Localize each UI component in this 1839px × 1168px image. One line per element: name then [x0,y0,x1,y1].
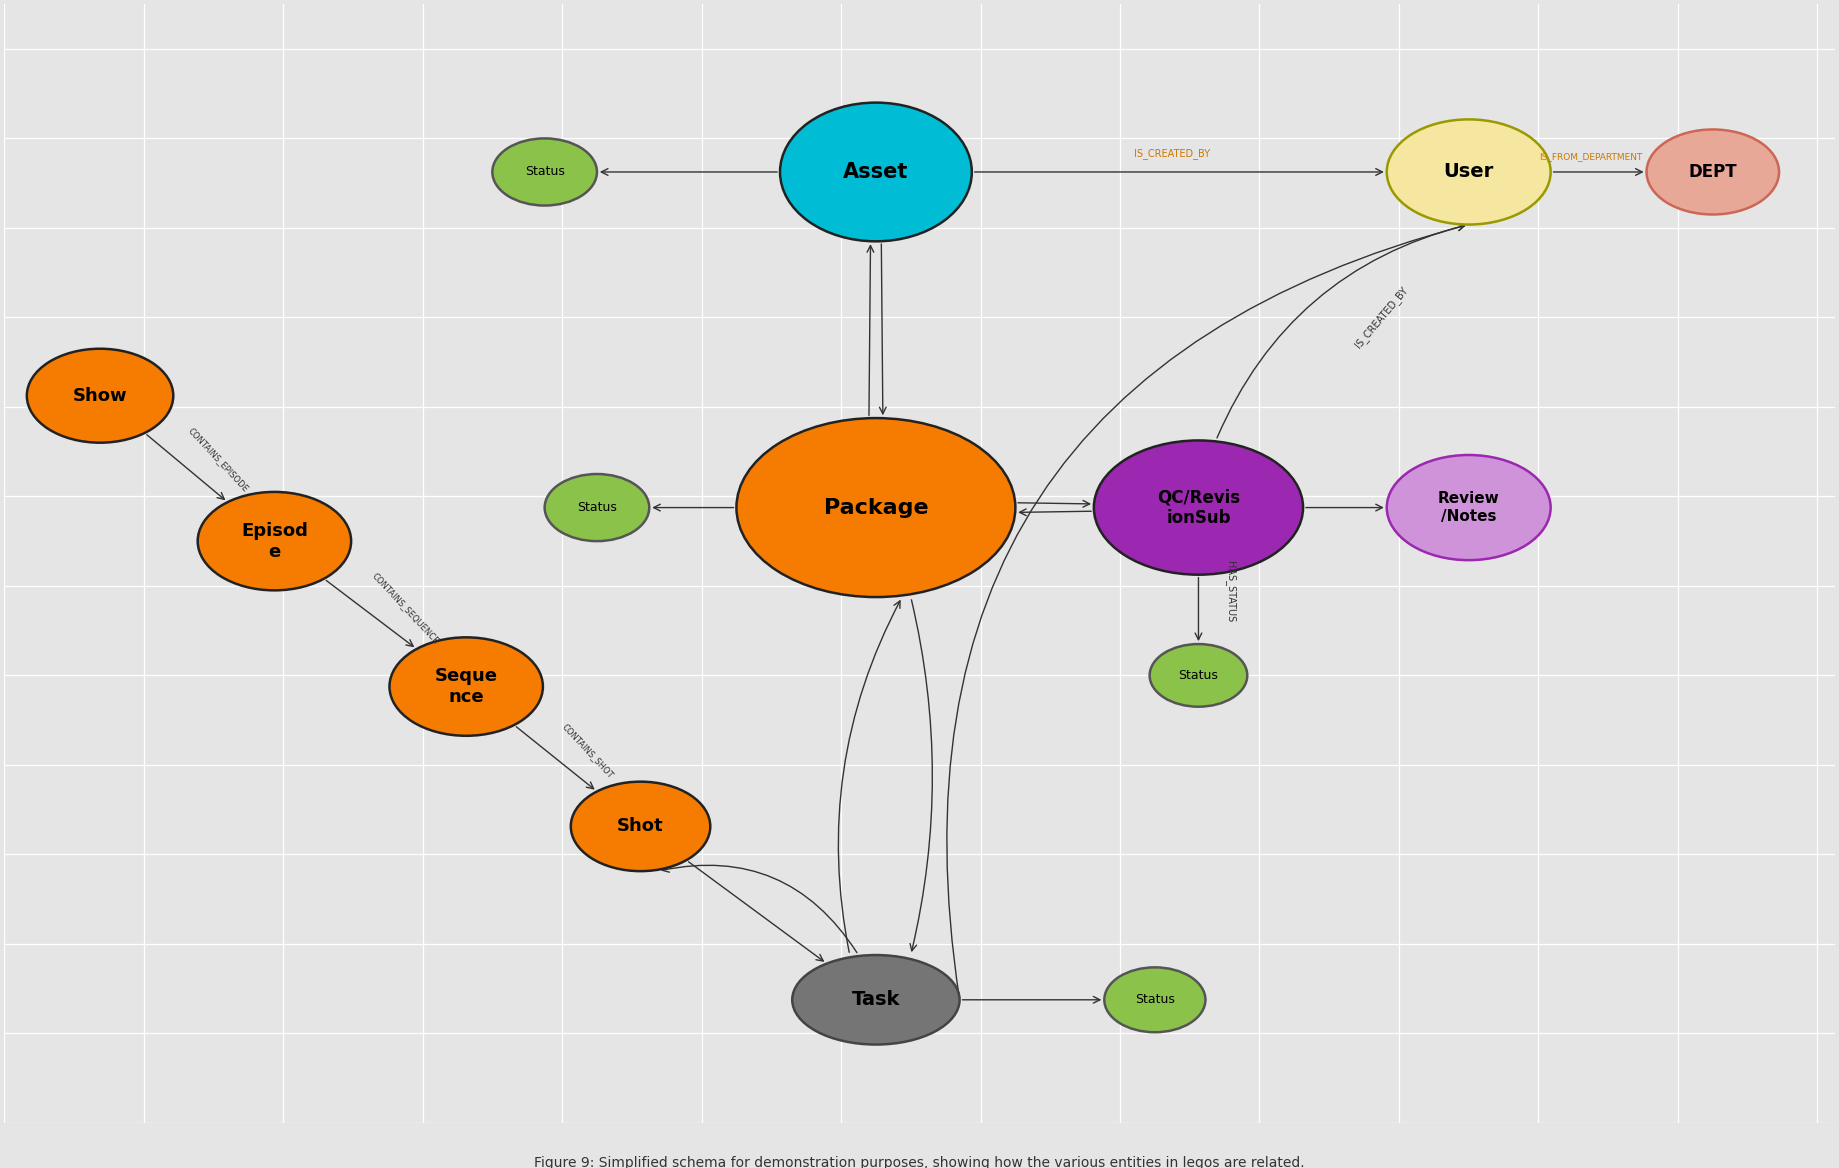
FancyArrowPatch shape [866,245,874,416]
Ellipse shape [1103,967,1205,1033]
Text: Show: Show [74,387,127,404]
FancyArrowPatch shape [688,862,824,961]
Text: Asset: Asset [844,162,908,182]
Text: IS_FROM_DEPARTMENT: IS_FROM_DEPARTMENT [1539,152,1642,161]
FancyArrowPatch shape [601,168,778,175]
Text: Status: Status [577,501,616,514]
FancyArrowPatch shape [910,600,932,951]
Ellipse shape [1149,644,1247,707]
Text: User: User [1444,162,1493,181]
FancyArrowPatch shape [975,168,1383,175]
Text: CONTAINS_SHOT: CONTAINS_SHOT [561,722,616,780]
Text: Status: Status [524,166,565,179]
Ellipse shape [1094,440,1304,575]
Text: IS_CREATED_BY: IS_CREATED_BY [1135,147,1210,159]
Text: Review
/Notes: Review /Notes [1438,492,1499,523]
FancyArrowPatch shape [517,726,594,788]
Ellipse shape [28,349,173,443]
Text: Shot: Shot [618,818,664,835]
FancyArrowPatch shape [653,505,734,510]
Ellipse shape [544,474,649,541]
Text: Episod
e: Episod e [241,522,307,561]
Text: Task: Task [851,990,899,1009]
Text: Package: Package [824,498,929,517]
FancyArrowPatch shape [147,434,224,500]
FancyArrowPatch shape [1217,224,1464,438]
FancyArrowPatch shape [326,580,414,646]
Ellipse shape [793,955,960,1044]
FancyArrowPatch shape [1306,505,1383,510]
Ellipse shape [570,781,710,871]
Text: CONTAINS_SEQUENCE: CONTAINS_SEQUENCE [370,571,440,646]
FancyArrowPatch shape [1019,509,1091,515]
Text: Figure 9: Simplified schema for demonstration purposes, showing how the various : Figure 9: Simplified schema for demonstr… [533,1156,1306,1168]
Text: DEPT: DEPT [1688,164,1738,181]
FancyArrowPatch shape [962,996,1100,1003]
Ellipse shape [780,103,971,242]
Text: IS_CREATED_BY: IS_CREATED_BY [1354,285,1411,350]
Text: CONTAINS_EPISODE: CONTAINS_EPISODE [188,425,250,493]
Text: Seque
nce: Seque nce [434,667,498,705]
FancyArrowPatch shape [1019,500,1091,507]
Ellipse shape [493,139,598,206]
Ellipse shape [736,418,1015,597]
Text: Status: Status [1179,669,1219,682]
Text: QC/Revis
ionSub: QC/Revis ionSub [1157,488,1239,527]
Ellipse shape [1646,130,1778,215]
Ellipse shape [1387,119,1550,224]
Ellipse shape [1387,456,1550,561]
Text: HAS_STATUS: HAS_STATUS [1225,561,1236,623]
FancyArrowPatch shape [1554,168,1642,175]
FancyArrowPatch shape [879,244,886,413]
Text: Status: Status [1135,993,1175,1007]
FancyArrowPatch shape [662,865,857,953]
Ellipse shape [390,638,543,736]
FancyArrowPatch shape [947,224,1464,997]
FancyArrowPatch shape [839,600,899,952]
Ellipse shape [199,492,351,590]
FancyArrowPatch shape [1195,577,1203,640]
